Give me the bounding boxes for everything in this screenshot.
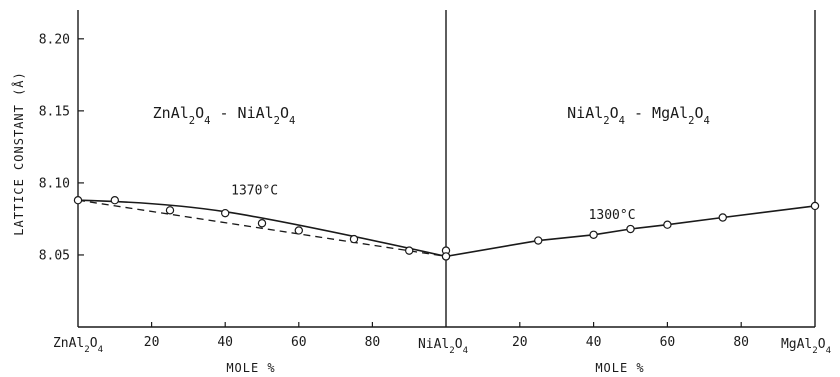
- data-point: [257, 219, 267, 228]
- data-point: [165, 206, 175, 215]
- x-end-label: ZnAl2O4: [53, 336, 104, 355]
- y-tick-label: 8.20: [39, 32, 70, 47]
- y-tick-label: 8.10: [39, 176, 70, 191]
- data-point: [663, 220, 672, 229]
- y-tick-label: 8.05: [39, 248, 70, 263]
- y-tick-label: 8.15: [39, 104, 70, 119]
- x-tick-label: 80: [733, 335, 749, 350]
- data-point: [810, 201, 820, 211]
- data-point: [405, 246, 414, 255]
- temperature-annotation: 1300°C: [589, 208, 636, 223]
- x-end-label: MgAl2O4: [781, 337, 832, 356]
- panel-1: ZnAl2O4 - NiAl2O4 20 40 60 80 MOLE % ZnAl2O4 Ni…: [53, 104, 469, 375]
- data-point: [718, 213, 727, 222]
- x-tick-label: 20: [144, 335, 160, 350]
- y-ticks: 8.05 8.10 8.15 8.20: [39, 32, 84, 263]
- x-end-label: NiAl2O4: [418, 337, 469, 356]
- data-point: [349, 234, 359, 244]
- data-point: [441, 252, 451, 261]
- chart-frame: [77, 10, 816, 328]
- chart-panels: ZnAl2O4 - NiAl2O4 20 40 60 80 MOLE % ZnAl2O4 Ni…: [53, 104, 832, 375]
- data-point: [589, 230, 598, 239]
- x-axis-title: MOLE %: [595, 361, 644, 375]
- data-point: [73, 195, 83, 205]
- data-point: [626, 224, 635, 234]
- temperature-annotation: 1370°C: [231, 183, 278, 198]
- dashed-series-line: [77, 199, 447, 258]
- x-tick-label: 60: [291, 335, 307, 350]
- panel-2: NiAl2O4 - MgAl2O4 20 40 60 80 MOLE % MgAl2O4 13…: [441, 104, 832, 375]
- data-point: [110, 195, 120, 205]
- data-point: [220, 208, 230, 218]
- y-axis-title: LATTICE CONSTANT (Å): [11, 71, 26, 236]
- x-tick-label: 40: [586, 335, 602, 350]
- x-tick-label: 60: [660, 335, 676, 350]
- panel-title: NiAl2O4 - MgAl2O4: [567, 104, 710, 127]
- x-axis-title: MOLE %: [226, 361, 275, 375]
- x-tick-label: 40: [217, 335, 233, 350]
- x-tick-label: 20: [512, 335, 528, 350]
- data-point: [534, 236, 543, 245]
- data-point: [294, 226, 303, 235]
- panel-title: ZnAl2O4 - NiAl2O4: [153, 104, 296, 127]
- x-tick-label: 80: [365, 335, 381, 350]
